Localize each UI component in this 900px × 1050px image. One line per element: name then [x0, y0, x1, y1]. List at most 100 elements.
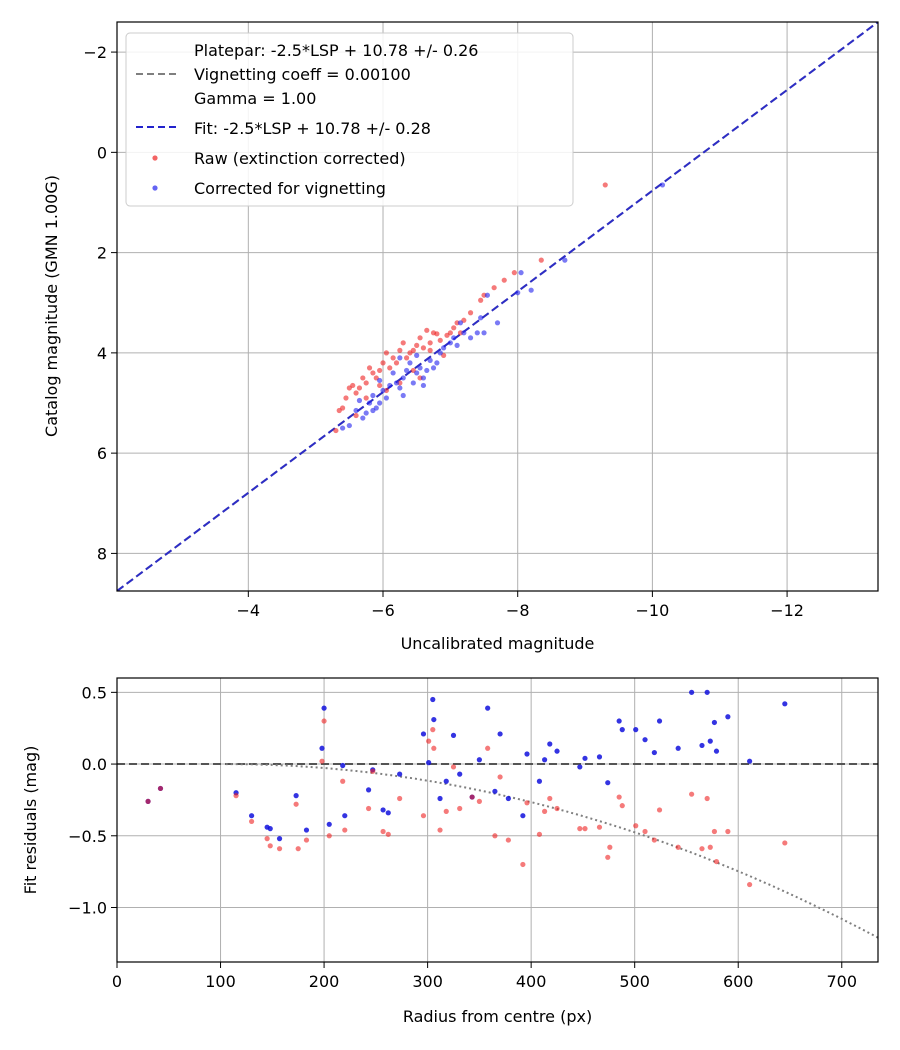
residual-raw-point [233, 793, 239, 799]
residual-corrected-point [524, 751, 530, 757]
calibration-ylabel: Catalog magnitude (GMN 1.00G) [42, 175, 61, 437]
residuals-lines [117, 763, 878, 939]
residual-corrected-point [616, 718, 622, 724]
residual-corrected-point [437, 795, 443, 802]
residual-corrected-point [248, 813, 255, 819]
corrected-point [346, 422, 352, 429]
vignetting-curve [225, 763, 878, 939]
residual-corrected-point [689, 689, 695, 695]
residual-corrected-point [505, 795, 511, 802]
raw-point [407, 350, 413, 356]
residual-raw-point [303, 837, 310, 843]
corrected-point [397, 355, 403, 361]
raw-point [353, 412, 359, 419]
residual-raw-point [505, 837, 511, 843]
residual-corrected-point [380, 807, 386, 813]
residual-corrected-point [443, 778, 449, 784]
residual-corrected-point [619, 727, 625, 733]
calibration-points [333, 182, 666, 434]
residual-raw-point [450, 764, 457, 770]
corrected-point [387, 382, 393, 389]
residual-raw-point [492, 833, 498, 839]
residual-raw-point [747, 881, 753, 888]
residual-raw-point [370, 768, 376, 774]
residual-corrected-point [365, 787, 372, 793]
corrected-point [447, 340, 453, 346]
residual-raw-point [340, 778, 346, 784]
corrected-point [437, 350, 443, 356]
corrected-point [427, 357, 433, 363]
residual-corrected-point [605, 780, 611, 786]
corrected-point [461, 330, 467, 336]
corrected-point [397, 385, 403, 391]
residual-raw-point [397, 795, 403, 802]
raw-point [383, 350, 389, 356]
residual-corrected-point [267, 826, 273, 832]
corrected-point [407, 360, 413, 366]
corrected-point [457, 320, 464, 326]
corrected-point [360, 415, 366, 421]
residual-raw-point [365, 805, 372, 812]
residual-raw-point [536, 831, 543, 837]
residual-raw-point [656, 807, 663, 813]
raw-point [346, 385, 352, 391]
corrected-point [424, 367, 430, 374]
calibration-lines [117, 22, 878, 591]
residual-raw-point [605, 854, 611, 860]
residual-corrected-point [276, 836, 283, 842]
residual-raw-point [707, 844, 713, 850]
corrected-point [478, 315, 484, 321]
residual-raw-point [430, 727, 436, 733]
residual-corrected-point [711, 719, 718, 726]
corrected-point [467, 335, 474, 341]
corrected-point [340, 425, 346, 431]
residuals-xtick-label: 600 [723, 972, 754, 991]
residual-raw-point [457, 805, 463, 812]
residual-corrected-point [492, 788, 498, 794]
residual-corrected-point [707, 738, 713, 744]
residual-raw-point [497, 774, 503, 780]
raw-point [393, 360, 400, 366]
residual-raw-point [616, 794, 622, 800]
residual-corrected-point [485, 705, 491, 711]
corrected-point [494, 320, 501, 326]
residual-corrected-point [713, 748, 720, 754]
residual-raw-point [437, 827, 443, 833]
residual-raw-point [642, 828, 648, 835]
corrected-point [370, 407, 376, 414]
residuals-ytick-label: −0.5 [68, 827, 107, 846]
residual-corrected-point [431, 716, 437, 723]
residual-raw-point [582, 826, 588, 832]
raw-point [343, 395, 349, 401]
raw-point [478, 297, 484, 303]
residual-corrected-point [642, 737, 648, 743]
residual-raw-point [524, 800, 530, 806]
raw-point [444, 332, 450, 338]
raw-point [387, 365, 393, 371]
residuals-ytick-label: 0.0 [82, 755, 107, 774]
residual-corrected-point [326, 821, 332, 827]
legend-blue-dot-swatch [152, 185, 158, 191]
corrected-point [370, 392, 376, 399]
raw-point [356, 385, 363, 391]
raw-point [424, 327, 430, 333]
residual-raw-point [431, 745, 437, 751]
corrected-point [353, 407, 359, 414]
calibration-xtick-label: −4 [237, 601, 261, 620]
residual-raw-point [380, 828, 386, 835]
raw-point [511, 270, 517, 276]
corrected-point [420, 382, 427, 389]
calibration-ytick-label: 4 [97, 344, 107, 363]
residual-raw-point [276, 846, 283, 852]
corrected-point [420, 375, 427, 381]
raw-point [377, 382, 383, 389]
residual-corrected-point [450, 732, 457, 738]
corrected-point [377, 400, 383, 406]
calibration-ytick-label: 8 [97, 544, 107, 563]
residual-raw-point [443, 808, 449, 814]
residual-raw-point [342, 827, 348, 833]
residual-raw-point [704, 795, 710, 802]
corrected-point [410, 380, 416, 386]
raw-point [427, 347, 433, 353]
